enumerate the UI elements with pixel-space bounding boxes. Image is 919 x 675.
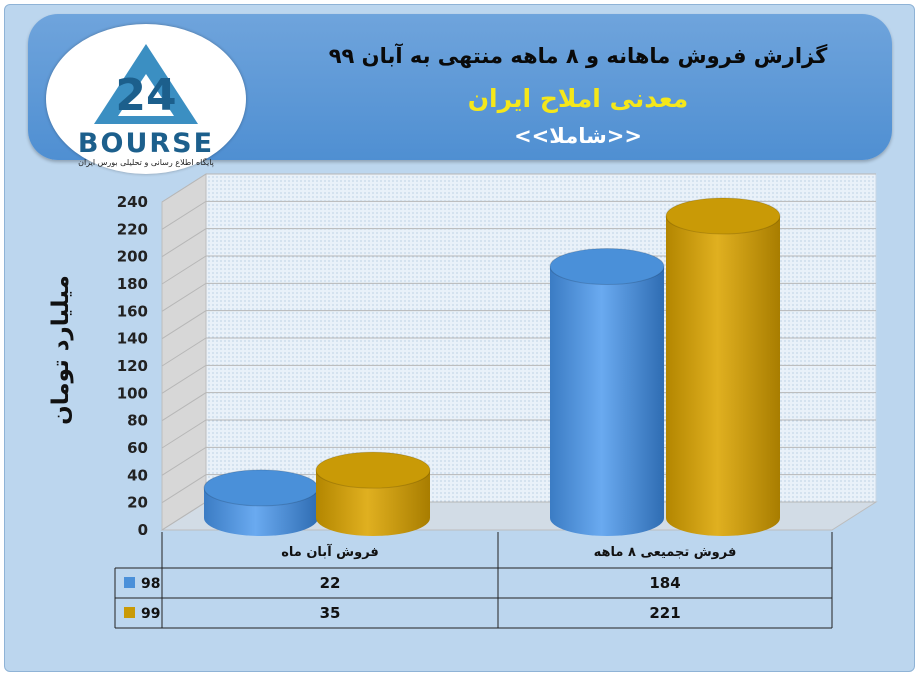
bar-99-cumulative xyxy=(665,197,781,536)
y-tick-label: 220 xyxy=(117,220,148,238)
bar-body xyxy=(550,266,664,536)
logo-text: BOURSE xyxy=(77,128,215,159)
category-label: فروش آبان ماه xyxy=(281,543,379,560)
bar-top xyxy=(665,197,781,235)
y-tick-label: 0 xyxy=(138,521,148,539)
legend-swatch xyxy=(124,607,135,618)
data-value: 22 xyxy=(320,574,341,592)
bar-98-monthly xyxy=(203,469,319,536)
y-tick-label: 200 xyxy=(117,248,148,266)
y-tick-label: 100 xyxy=(117,384,148,402)
y-tick-label: 20 xyxy=(127,494,148,512)
data-value: 184 xyxy=(649,574,680,592)
category-label: فروش تجمیعی ۸ ماهه xyxy=(594,545,737,560)
logo-triangle-icon: 24 xyxy=(94,44,198,124)
y-tick-label: 160 xyxy=(117,302,148,320)
bar-body xyxy=(316,470,430,536)
bar-top xyxy=(549,248,665,286)
y-tick-label: 180 xyxy=(117,275,148,293)
logo-subtitle: پایگاه اطلاع رسانی و تحلیلی بورس ایران xyxy=(78,158,214,167)
gridline xyxy=(161,173,876,203)
legend-swatch xyxy=(124,577,135,588)
bar-99-monthly xyxy=(315,451,431,536)
bar-98-cumulative xyxy=(549,248,665,536)
data-value: 35 xyxy=(320,604,341,622)
y-tick-label: 60 xyxy=(127,439,148,457)
company-name: معدنی املاح ایران xyxy=(467,84,689,113)
gridline xyxy=(161,200,876,230)
data-value: 221 xyxy=(649,604,680,622)
report-title: گزارش فروش ماهانه و ۸ ماهه منتهی به آبان… xyxy=(328,44,828,68)
legend-label: 98 xyxy=(141,576,160,592)
bar-top xyxy=(203,469,319,507)
gridline xyxy=(161,228,876,258)
y-tick-label: 140 xyxy=(117,330,148,348)
y-tick-label: 40 xyxy=(127,466,148,484)
bar-body xyxy=(666,215,780,536)
bar-top xyxy=(315,451,431,489)
y-tick-label: 120 xyxy=(117,357,148,375)
legend-label: 99 xyxy=(141,606,160,622)
ticker-symbol: <<شاملا>> xyxy=(514,124,642,148)
svg-text:24: 24 xyxy=(115,70,176,121)
bourse-logo: 24 BOURSE پایگاه اطلاع رسانی و تحلیلی بو… xyxy=(46,24,246,174)
logo-triangle-inner xyxy=(118,74,174,116)
header-banner: 24 BOURSE پایگاه اطلاع رسانی و تحلیلی بو… xyxy=(28,14,892,174)
y-tick-label: 240 xyxy=(117,193,148,211)
y-tick-label: 80 xyxy=(127,412,148,430)
